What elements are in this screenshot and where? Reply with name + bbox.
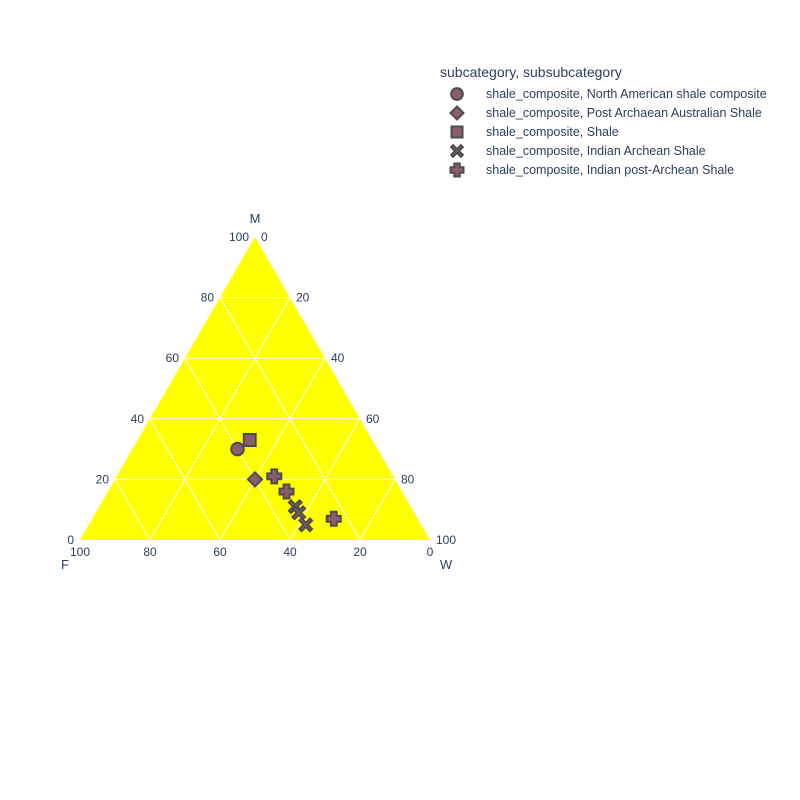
f-tick-label: 40 <box>283 545 297 559</box>
legend-label: shale_composite, North American shale co… <box>486 86 767 101</box>
f-tick-label: 60 <box>213 545 227 559</box>
diamond-marker-icon <box>449 104 465 121</box>
grid-line <box>149 418 221 541</box>
f-tick-label: 0 <box>427 545 434 559</box>
w-axis-title: W <box>440 557 453 572</box>
m-tick-label: 60 <box>166 351 180 365</box>
data-point-x <box>298 517 314 533</box>
f-tick-label: 80 <box>143 545 157 559</box>
grid-line <box>219 357 326 541</box>
circle-marker-icon <box>450 86 464 101</box>
f-tick-label: 20 <box>353 545 367 559</box>
legend-item[interactable]: shale_composite, Indian post-Archean Sha… <box>440 160 767 179</box>
w-tick-label: 0 <box>261 230 268 244</box>
data-point-square <box>242 433 257 447</box>
data-point-cross <box>266 468 283 485</box>
m-tick-label: 100 <box>229 230 249 244</box>
legend-item[interactable]: shale_composite, Indian Archean Shale <box>440 141 767 160</box>
data-point-diamond <box>246 470 264 488</box>
w-tick-label: 60 <box>366 412 380 426</box>
data-point-cross <box>325 510 342 527</box>
legend: subcategory, subsubcategory shale_compos… <box>440 64 767 179</box>
legend-title: subcategory, subsubcategory <box>440 64 622 80</box>
data-point-circle <box>230 441 245 457</box>
ternary-background <box>80 237 430 540</box>
f-axis-title: F <box>61 557 69 572</box>
cross-marker-icon <box>449 162 465 177</box>
data-point-cross <box>278 483 295 500</box>
legend-item[interactable]: shale_composite, Shale <box>440 122 767 141</box>
legend-label: shale_composite, Shale <box>486 124 619 139</box>
legend-label: shale_composite, Post Archaean Australia… <box>486 105 762 120</box>
legend-item[interactable]: shale_composite, North American shale co… <box>440 84 767 103</box>
m-tick-label: 40 <box>131 412 145 426</box>
x-marker-icon <box>449 143 465 158</box>
m-axis-title: M <box>250 211 261 226</box>
w-tick-label: 80 <box>401 472 415 486</box>
m-tick-label: 0 <box>67 533 74 547</box>
legend-marker <box>449 162 465 177</box>
w-tick-label: 20 <box>296 291 310 305</box>
legend-marker <box>449 104 465 121</box>
square-marker-icon <box>450 124 464 139</box>
grid-line <box>114 479 151 541</box>
legend-label: shale_composite, Indian post-Archean Sha… <box>486 162 735 177</box>
legend-marker <box>449 143 465 158</box>
grid-line <box>359 479 396 541</box>
w-tick-label: 40 <box>331 351 345 365</box>
f-tick-label: 100 <box>70 545 90 559</box>
legend-item[interactable]: shale_composite, Post Archaean Australia… <box>440 103 767 122</box>
legend-marker <box>450 124 464 139</box>
data-point-x <box>291 505 307 521</box>
w-tick-label: 100 <box>436 533 456 547</box>
m-tick-label: 80 <box>201 291 215 305</box>
legend-label: shale_composite, Indian Archean Shale <box>486 143 706 158</box>
legend-marker <box>450 86 464 101</box>
m-tick-label: 20 <box>96 472 110 486</box>
